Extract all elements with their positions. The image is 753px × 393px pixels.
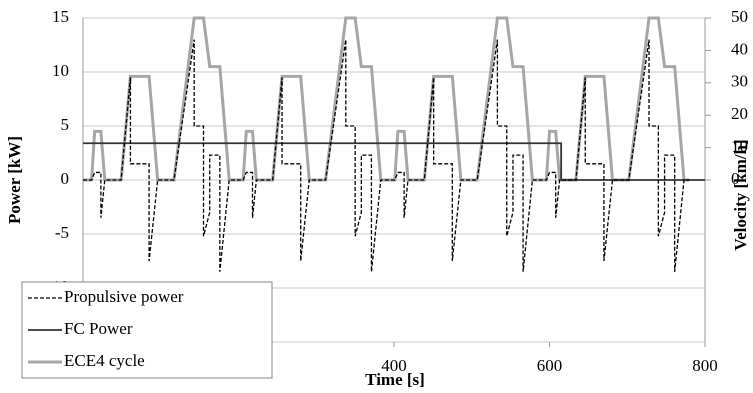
- x-tick-label: 800: [692, 356, 718, 375]
- x-tick-label: 400: [381, 356, 407, 375]
- legend-label: ECE4 cycle: [64, 351, 145, 370]
- legend: Propulsive power FC Power ECE4 cycle: [21, 281, 273, 379]
- y-tick-label: 5: [61, 115, 70, 134]
- y-tick-label: 0: [61, 169, 70, 188]
- y2-tick-label: 20: [731, 104, 748, 123]
- y-tick-label: 15: [52, 7, 69, 26]
- y-axis-label: Power [kW]: [5, 136, 24, 224]
- series-line: [83, 16, 690, 182]
- y2-tick-label: 0: [731, 169, 740, 188]
- legend-box: [21, 281, 273, 379]
- y2-tick-label: 10: [731, 137, 748, 156]
- y2-axis-label: Velocity [km/h]: [731, 139, 750, 250]
- series-line: [83, 142, 705, 181]
- y2-tick-label: 50: [731, 7, 748, 26]
- series-line: [83, 39, 690, 272]
- legend-label: FC Power: [64, 319, 133, 338]
- y2-tick-label: 40: [731, 39, 748, 58]
- x-tick-label: 600: [537, 356, 563, 375]
- y-tick-label: 10: [52, 61, 69, 80]
- y-tick-label: -5: [55, 223, 69, 242]
- y2-tick-label: 30: [731, 72, 748, 91]
- legend-label: Propulsive power: [64, 287, 184, 306]
- x-axis-label: Time [s]: [365, 370, 425, 389]
